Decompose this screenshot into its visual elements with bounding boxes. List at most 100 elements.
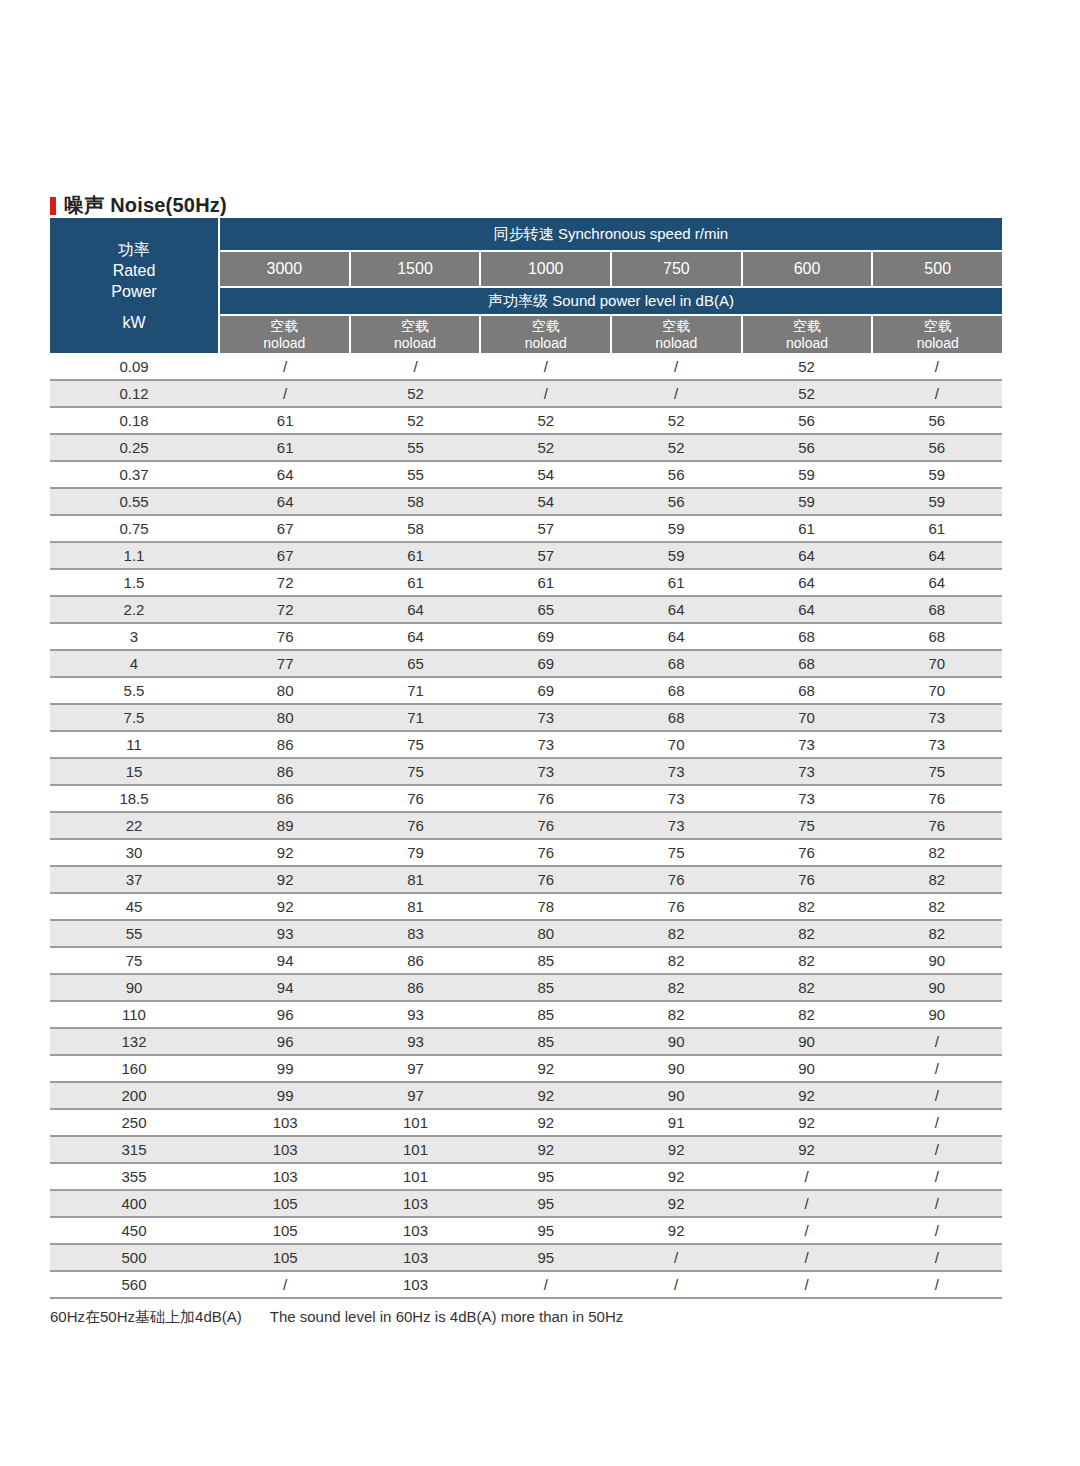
noise-value-cell: 82 <box>872 867 1002 892</box>
noise-value-cell: 90 <box>611 1056 741 1081</box>
rated-power-cell: 315 <box>50 1137 218 1162</box>
table-row: 18.5867676737376 <box>50 786 1002 813</box>
rated-power-zh: 功率 <box>118 239 150 260</box>
rated-power-en1: Rated <box>113 260 156 281</box>
sound-power-band: 声功率级 Sound power level in dB(A) <box>220 288 1002 314</box>
noload-en: noload <box>873 335 1002 352</box>
noise-value-cell: 97 <box>350 1083 480 1108</box>
noise-value-cell: 93 <box>350 1002 480 1027</box>
table-row: 90948685828290 <box>50 975 1002 1002</box>
noise-value-cell: / <box>872 1056 1002 1081</box>
noise-value-cell: / <box>872 1029 1002 1054</box>
noise-value-cell: 81 <box>350 867 480 892</box>
noise-value-cell: / <box>741 1245 871 1270</box>
noise-value-cell: / <box>611 1245 741 1270</box>
noise-value-cell: 68 <box>611 678 741 703</box>
noise-value-cell: 73 <box>741 786 871 811</box>
noise-value-cell: 67 <box>220 543 350 568</box>
table-row: 2009997929092/ <box>50 1083 1002 1110</box>
noload-en: noload <box>351 335 480 352</box>
noise-value-cell: 91 <box>611 1110 741 1135</box>
noise-value-cell: 92 <box>481 1056 611 1081</box>
noise-value-cell: 76 <box>611 894 741 919</box>
rated-power-cell: 37 <box>50 867 218 892</box>
noise-value-cell: / <box>872 354 1002 379</box>
noise-value-cell: 61 <box>350 543 480 568</box>
noise-value-cell: 56 <box>741 435 871 460</box>
table-row: 3766469646868 <box>50 624 1002 651</box>
noise-value-cell: 64 <box>872 543 1002 568</box>
noise-value-cell: 76 <box>481 867 611 892</box>
synchronous-speed-band: 同步转速 Synchronous speed r/min <box>220 218 1002 250</box>
noise-value-cell: 95 <box>481 1218 611 1243</box>
noise-value-cell: 71 <box>350 705 480 730</box>
noise-value-cell: / <box>741 1218 871 1243</box>
table-row: 0.18615252525656 <box>50 408 1002 435</box>
rated-power-cell: 5.5 <box>50 678 218 703</box>
table-row: 0.12/52//52/ <box>50 381 1002 408</box>
noise-value-cell: 105 <box>220 1191 350 1216</box>
noise-value-cell: 92 <box>611 1137 741 1162</box>
noise-value-cell: / <box>350 354 480 379</box>
noise-value-cell: 59 <box>872 462 1002 487</box>
table-row: 45928178768282 <box>50 894 1002 921</box>
speed-cell-1500: 1500 <box>351 252 480 286</box>
noise-value-cell: 68 <box>611 651 741 676</box>
noise-value-cell: 99 <box>220 1083 350 1108</box>
rated-power-cell: 90 <box>50 975 218 1000</box>
noise-value-cell: 82 <box>611 921 741 946</box>
noise-value-cell: / <box>611 1272 741 1297</box>
table-row: 110969385828290 <box>50 1002 1002 1029</box>
rated-power-cell: 355 <box>50 1164 218 1189</box>
noise-value-cell: 86 <box>350 948 480 973</box>
noise-value-cell: 59 <box>611 543 741 568</box>
header-right-block: 同步转速 Synchronous speed r/min 3000 1500 1… <box>220 218 1002 353</box>
noise-value-cell: 76 <box>872 786 1002 811</box>
speed-cell-3000: 3000 <box>220 252 349 286</box>
noise-value-cell: 90 <box>741 1056 871 1081</box>
noise-value-cell: 65 <box>481 597 611 622</box>
noise-value-cell: 105 <box>220 1218 350 1243</box>
noise-value-cell: 97 <box>350 1056 480 1081</box>
noise-value-cell: 64 <box>741 597 871 622</box>
noise-value-cell: 81 <box>350 894 480 919</box>
noise-value-cell: 57 <box>481 543 611 568</box>
noise-value-cell: 64 <box>611 624 741 649</box>
noise-value-cell: 79 <box>350 840 480 865</box>
noise-value-cell: / <box>611 354 741 379</box>
noise-value-cell: 64 <box>350 597 480 622</box>
noise-value-cell: 67 <box>220 516 350 541</box>
noise-value-cell: 95 <box>481 1245 611 1270</box>
noise-value-cell: 61 <box>350 570 480 595</box>
noise-value-cell: 82 <box>872 840 1002 865</box>
noise-table: 功率 Rated Power kW 同步转速 Synchronous speed… <box>50 218 1002 1299</box>
noise-value-cell: 69 <box>481 678 611 703</box>
table-row: 30927976757682 <box>50 840 1002 867</box>
rated-power-cell: 4 <box>50 651 218 676</box>
speed-cell-1000: 1000 <box>481 252 610 286</box>
noise-value-cell: 52 <box>741 381 871 406</box>
rated-power-unit: kW <box>122 312 145 333</box>
noload-zh: 空载 <box>220 318 349 335</box>
noise-value-cell: 85 <box>481 1029 611 1054</box>
rated-power-cell: 18.5 <box>50 786 218 811</box>
noise-value-cell: 55 <box>350 462 480 487</box>
noise-value-cell: 85 <box>481 1002 611 1027</box>
noise-value-cell: 105 <box>220 1245 350 1270</box>
noise-value-cell: 92 <box>741 1083 871 1108</box>
noise-value-cell: 75 <box>611 840 741 865</box>
noise-value-cell: 73 <box>741 732 871 757</box>
table-row: 0.09////52/ <box>50 354 1002 381</box>
noise-value-cell: 71 <box>350 678 480 703</box>
noise-value-cell: 86 <box>220 732 350 757</box>
noise-value-cell: 73 <box>481 732 611 757</box>
noise-value-cell: 75 <box>872 759 1002 784</box>
speed-values-row: 3000 1500 1000 750 600 500 <box>220 252 1002 286</box>
noise-value-cell: 82 <box>611 1002 741 1027</box>
noise-value-cell: 54 <box>481 489 611 514</box>
noise-value-cell: 83 <box>350 921 480 946</box>
noise-value-cell: 73 <box>611 759 741 784</box>
table-row: 2.2726465646468 <box>50 597 1002 624</box>
noise-value-cell: 52 <box>611 408 741 433</box>
noise-value-cell: / <box>872 1218 1002 1243</box>
